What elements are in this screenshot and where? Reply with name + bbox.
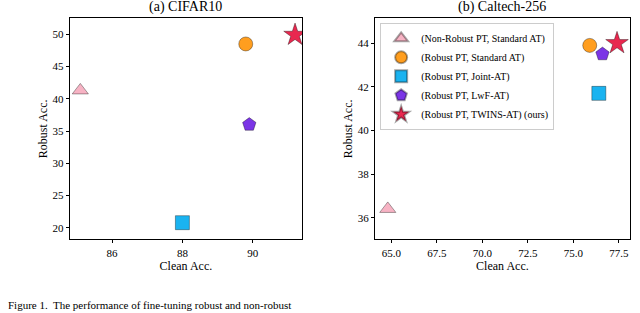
svg-text:38: 38	[358, 168, 370, 180]
svg-text:35: 35	[53, 125, 65, 137]
svg-text:(Non-Robust PT, Standard AT): (Non-Robust PT, Standard AT)	[421, 33, 545, 45]
svg-text:(a) CIFAR10: (a) CIFAR10	[149, 0, 222, 15]
svg-text:40: 40	[358, 124, 370, 136]
svg-text:44: 44	[358, 37, 370, 49]
svg-text:67.5: 67.5	[427, 247, 447, 259]
svg-text:(Robust PT, Standard AT): (Robust PT, Standard AT)	[421, 52, 524, 64]
svg-text:Figure 1. The performance of: Figure 1. The performance of fine-tuning…	[8, 299, 291, 311]
svg-text:75.0: 75.0	[564, 247, 584, 259]
svg-text:70.0: 70.0	[473, 247, 493, 259]
svg-text:(Robust PT, LwF-AT): (Robust PT, LwF-AT)	[421, 90, 509, 102]
svg-text:25: 25	[53, 189, 65, 201]
svg-text:65.0: 65.0	[382, 247, 402, 259]
svg-text:45: 45	[53, 60, 65, 72]
svg-text:Clean Acc.: Clean Acc.	[476, 259, 529, 273]
svg-text:36: 36	[358, 211, 370, 223]
svg-text:72.5: 72.5	[518, 247, 538, 259]
svg-text:30: 30	[53, 157, 65, 169]
svg-text:(Robust PT, Joint-AT): (Robust PT, Joint-AT)	[421, 71, 509, 83]
svg-text:42: 42	[358, 81, 369, 93]
svg-text:20: 20	[53, 222, 65, 234]
svg-text:88: 88	[177, 247, 189, 259]
svg-text:(Robust PT, TWINS-AT) (ours): (Robust PT, TWINS-AT) (ours)	[421, 109, 548, 121]
svg-text:(b) Caltech-256: (b) Caltech-256	[458, 0, 546, 15]
svg-text:50: 50	[53, 28, 65, 40]
svg-text:40: 40	[53, 93, 65, 105]
svg-text:77.5: 77.5	[609, 247, 629, 259]
svg-text:86: 86	[107, 247, 119, 259]
svg-text:Robust Acc.: Robust Acc.	[341, 99, 355, 158]
svg-text:Clean Acc.: Clean Acc.	[160, 259, 213, 273]
svg-text:Robust Acc.: Robust Acc.	[36, 99, 50, 158]
svg-text:90: 90	[247, 247, 258, 259]
